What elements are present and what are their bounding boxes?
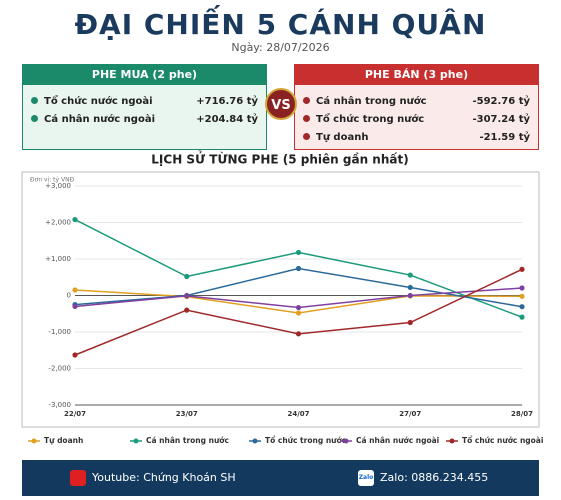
row-name: Cá nhân trong nước [303, 96, 427, 107]
youtube-icon [70, 470, 86, 486]
y-tick-label: -3,000 [48, 401, 71, 409]
chart-frame [21, 171, 540, 428]
row: Cá nhân nước ngoài +204.84 tỷ [23, 111, 266, 127]
point [72, 216, 78, 223]
point [519, 266, 525, 272]
sell-title: PHE BÁN (3 phe) [295, 65, 538, 85]
zalo: Zalo Zalo: 0886.234.455 [358, 470, 488, 486]
point [519, 293, 525, 299]
point [519, 304, 525, 310]
row-name: Tổ chức nước ngoài [31, 96, 153, 107]
row-value: +204.84 tỷ [196, 113, 258, 125]
date: Ngày: 28/07/2026 [231, 41, 330, 54]
legend-dot [252, 438, 258, 444]
legend-dot [449, 438, 455, 444]
point [519, 314, 525, 320]
chart-title: LỊCH SỬ TỪNG PHE (5 phiên gần nhất) [151, 151, 408, 167]
point [295, 249, 302, 256]
chart: LỊCH SỬ TỪNG PHE (5 phiên gần nhất) Đơn … [21, 151, 543, 445]
buy-box: PHE MUA (2 phe) Tổ chức nước ngoài +716.7… [22, 64, 267, 150]
sell-box: PHE BÁN (3 phe) Cá nhân trong nước -592.7… [294, 64, 539, 150]
y-tick-label: -2,000 [48, 365, 71, 373]
point [407, 284, 413, 291]
row-name: Tổ chức trong nước [303, 114, 424, 125]
youtube-text: Youtube: Chứng Khoán SH [92, 471, 236, 484]
point [407, 272, 413, 278]
row-value: -307.24 tỷ [472, 113, 530, 125]
vs-badge: VS [265, 88, 297, 120]
point [72, 303, 78, 310]
row-value: +716.76 tỷ [196, 95, 258, 107]
row: Tự doanh -21.59 tỷ [295, 129, 538, 145]
y-tick-label: +3,000 [45, 182, 71, 190]
y-tick-label: +1,000 [45, 255, 71, 263]
row: Tổ chức trong nước -307.24 tỷ [295, 111, 538, 127]
point [295, 331, 302, 337]
zalo-text: Zalo: 0886.234.455 [380, 471, 489, 484]
y-tick-label: 0 [67, 292, 71, 300]
zalo-icon: Zalo [358, 470, 374, 486]
footer: Youtube: Chứng Khoán SH Zalo Zalo: 0886.2… [22, 460, 539, 496]
y-tick-label: -1,000 [48, 328, 71, 336]
x-tick-label: 22/07 [64, 410, 86, 418]
buy-title: PHE MUA (2 phe) [23, 65, 266, 85]
x-tick-label: 24/07 [287, 410, 309, 418]
row: Cá nhân trong nước -592.76 tỷ [295, 93, 538, 109]
point [295, 310, 302, 316]
row-value: -21.59 tỷ [479, 131, 530, 143]
legend-label: Cá nhân nước ngoài [356, 436, 439, 445]
legend-label: Cá nhân trong nước [146, 436, 229, 445]
point [184, 273, 190, 280]
page-title: ĐẠI CHIẾN 5 CÁNH QUÂN [74, 8, 487, 41]
row: Tổ chức nước ngoài +716.76 tỷ [23, 93, 266, 109]
x-tick-label: 23/07 [176, 410, 198, 418]
point [519, 285, 525, 291]
x-tick-label: 28/07 [511, 410, 533, 418]
y-tick-label: +2,000 [45, 219, 71, 227]
point [407, 319, 413, 326]
legend-label: Tự doanh [44, 436, 83, 445]
point [295, 265, 302, 272]
point [184, 293, 190, 299]
legend-label: Tổ chức trong nước [265, 436, 346, 445]
row-value: -592.76 tỷ [472, 95, 530, 107]
legend-label: Tổ chức nước ngoài [462, 436, 543, 445]
legend-dot [343, 438, 349, 444]
x-tick-label: 27/07 [399, 410, 421, 418]
point [72, 287, 78, 293]
point [72, 352, 78, 358]
chart-subtitle: Đơn vị: tỷ VNĐ [30, 177, 75, 184]
youtube: Youtube: Chứng Khoán SH [70, 470, 236, 486]
point [184, 307, 190, 313]
legend-dot [133, 438, 139, 444]
legend-dot [31, 438, 37, 444]
row-name: Cá nhân nước ngoài [31, 114, 155, 125]
point [407, 292, 413, 299]
point [295, 304, 302, 311]
row-name: Tự doanh [303, 132, 368, 143]
